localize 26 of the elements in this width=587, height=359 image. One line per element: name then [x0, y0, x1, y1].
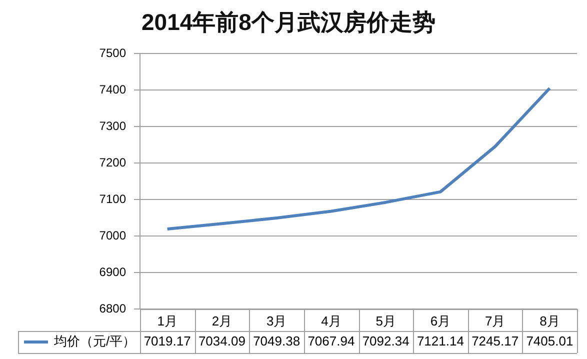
data-label: 7405.01 [526, 334, 574, 349]
legend-label: 均价（元/平） [53, 334, 136, 349]
x-tick-label: 5月 [376, 313, 396, 328]
x-tick-label: 3月 [266, 313, 287, 328]
x-tick-label: 4月 [321, 313, 342, 328]
data-label: 7067.94 [308, 334, 355, 349]
data-label: 7245.17 [472, 334, 519, 349]
x-tick-label: 1月 [157, 313, 178, 328]
y-tick-label: 7200 [99, 155, 126, 170]
data-label: 7121.14 [416, 334, 464, 349]
data-label: 7049.38 [253, 334, 300, 349]
y-tick-label: 7400 [99, 82, 126, 96]
y-tick-label: 7300 [99, 118, 126, 133]
x-tick-label: 7月 [484, 313, 506, 328]
y-tick-label: 6800 [99, 301, 126, 316]
y-tick-label: 6900 [99, 264, 126, 279]
data-label: 7034.09 [198, 334, 246, 349]
x-tick-label: 6月 [430, 313, 451, 328]
chart-title: 2014年前8个月武汉房价走势 [142, 9, 436, 36]
y-tick-label: 7000 [99, 228, 126, 242]
y-tick-label: 7100 [99, 192, 126, 206]
y-tick-label: 7500 [99, 46, 126, 60]
data-label: 7092.34 [362, 334, 410, 349]
x-tick-label: 8月 [540, 313, 560, 328]
data-label: 7019.17 [144, 334, 191, 349]
x-tick-label: 2月 [212, 313, 232, 328]
